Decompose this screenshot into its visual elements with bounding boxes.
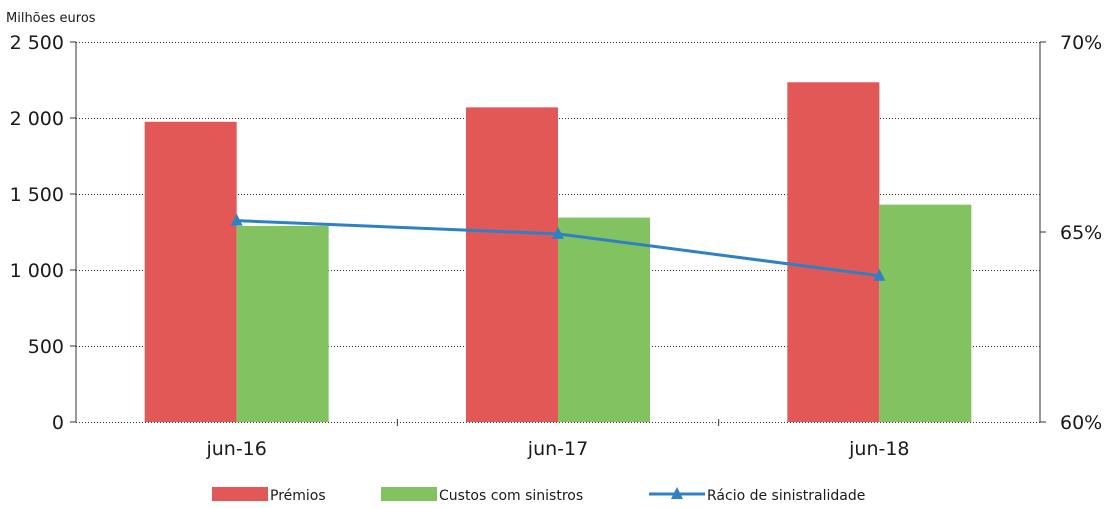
y-left-tick-label: 1 500: [10, 184, 64, 206]
bar-premios: [466, 107, 558, 423]
x-tick-label: jun-17: [527, 438, 588, 460]
y-left-tick-label: 2 000: [10, 108, 64, 130]
ratio-point: [873, 268, 886, 281]
bar-custos: [558, 217, 650, 422]
legend-label: Rácio de sinistralidade: [707, 488, 865, 504]
legend-swatch: [212, 487, 268, 501]
x-tick-label: jun-16: [205, 438, 266, 460]
bar-custos: [236, 225, 329, 422]
bar-custos: [879, 204, 972, 422]
legend-label: Prémios: [270, 488, 326, 504]
y-left-tick-label: 1 000: [10, 260, 64, 282]
bars: [144, 82, 972, 423]
x-tick-label: jun-18: [848, 438, 909, 460]
y-left-ticks: 0 500 1 000 1 500 2 000 2 500: [10, 32, 76, 434]
y-left-tick-label: 0: [52, 412, 64, 434]
ratio-point: [230, 213, 243, 226]
y-right-tick-label: 70%: [1060, 32, 1102, 54]
legend: Prémios Custos com sinistros Rácio de sini…: [212, 487, 865, 504]
legend-swatch: [381, 487, 437, 501]
y-right-tick-label: 60%: [1060, 412, 1102, 434]
ratio-line: [230, 213, 886, 281]
y-left-tick-label: 2 500: [10, 32, 64, 54]
x-ticks: jun-16 jun-17 jun-18: [205, 419, 910, 460]
y-right-ticks: 60% 65% 70%: [1040, 32, 1102, 434]
y-left-tick-label: 500: [28, 336, 64, 358]
legend-marker: [671, 487, 683, 499]
bar-premios: [144, 121, 237, 423]
bar-premios: [787, 82, 880, 422]
ratio-point: [552, 226, 564, 239]
legend-label: Custos com sinistros: [439, 488, 583, 504]
y-unit-label: Milhões euros: [6, 11, 96, 26]
y-right-tick-label: 65%: [1060, 222, 1102, 244]
